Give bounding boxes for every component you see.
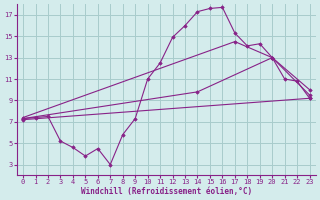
X-axis label: Windchill (Refroidissement éolien,°C): Windchill (Refroidissement éolien,°C): [81, 187, 252, 196]
